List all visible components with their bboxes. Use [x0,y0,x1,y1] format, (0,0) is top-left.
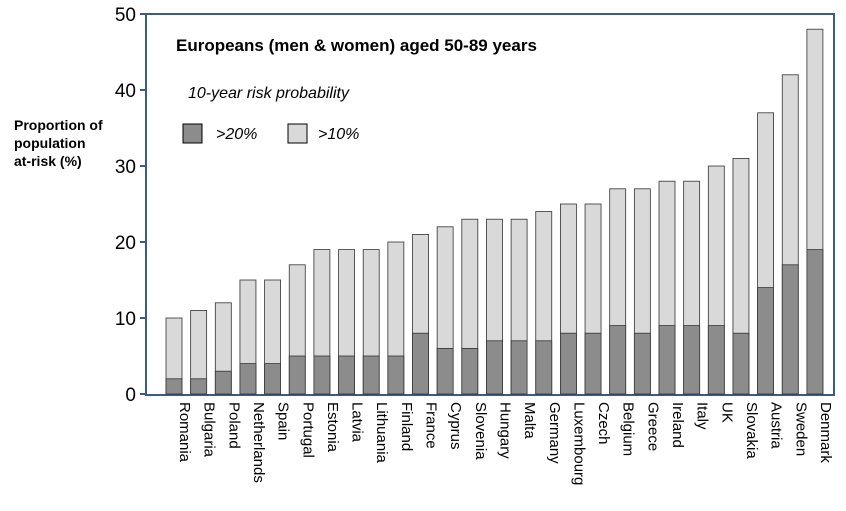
bar-over-20-luxembourg [560,332,577,395]
x-tick-label-germany: Germany [546,402,563,464]
bar-over-20-latvia [338,355,355,395]
y-axis-label-line-2: population [14,135,86,151]
x-tick-label-czech: Czech [595,402,612,445]
y-tick-label-20: 20 [115,233,136,254]
chart-subtitle: 10-year risk probability [188,85,350,102]
y-axis-label: Proportion of population at-risk (%) [14,116,103,170]
bar-over-20-estonia [313,355,331,395]
bar-over-20-belgium [609,325,627,395]
legend-swatch-over-10 [287,123,308,144]
x-tick-label-greece: Greece [644,402,661,451]
bar-over-20-czech [584,332,602,395]
x-tick-label-ireland: Ireland [669,402,686,448]
x-tick-label-finland: Finland [398,402,415,451]
y-tick-label-0: 0 [125,385,136,406]
y-axis-label-line-1: Proportion of [14,117,103,133]
bar-over-20-austria [757,287,774,395]
bar-over-20-germany [535,340,553,395]
bar-over-20-netherlands [239,363,257,395]
bar-over-20-spain [264,363,282,395]
bar-over-20-denmark [806,249,824,395]
x-tick-label-sweden: Sweden [792,402,809,456]
x-tick-label-denmark: Denmark [817,402,834,463]
bar-over-20-malta [510,340,528,395]
bar-over-20-sweden [781,264,799,395]
y-tick-label-10: 10 [115,309,136,330]
x-tick-label-belgium: Belgium [620,402,637,456]
x-tick-label-malta: Malta [521,402,538,439]
x-tick-label-france: France [423,402,440,449]
x-tick-label-slovenia: Slovenia [472,402,489,460]
x-tick-label-hungary: Hungary [496,402,513,459]
x-tick-label-bulgaria: Bulgaria [201,402,218,458]
x-tick-label-luxembourg: Luxembourg [570,402,587,485]
x-tick-label-italy: Italy [694,402,711,430]
bar-over-20-portugal [288,355,306,395]
bar-over-20-ireland [658,325,676,395]
x-tick-label-netherlands: Netherlands [250,402,267,483]
legend: >20% >10% [182,123,359,144]
bar-over-20-cyprus [436,347,454,395]
x-tick-label-slovakia: Slovakia [743,402,760,459]
y-axis-label-line-3: at-risk (%) [14,153,82,169]
bar-over-20-finland [387,355,405,395]
x-tick-label-romania: Romania [176,402,193,463]
y-tick-label-30: 30 [115,157,136,178]
legend-swatch-over-20 [182,123,203,144]
x-tick-label-cyprus: Cyprus [447,402,464,450]
x-labels-group: Romania Bulgaria Poland Netherlands Spain Por… [176,402,834,485]
bar-over-20-slovenia [461,347,479,395]
bar-over-20-slovakia [732,332,750,395]
x-tick-label-uk: UK [718,402,735,423]
bar-over-20-italy [683,325,701,395]
bars-group [165,28,824,395]
bar-over-20-uk [707,325,725,395]
y-tick-label-40: 40 [115,81,136,102]
x-tick-label-lithuania: Lithuania [373,402,390,464]
chart-title: Europeans (men & women) aged 50-89 years [176,36,537,55]
bar-over-20-bulgaria [190,378,208,395]
bar-over-20-france [412,332,429,395]
legend-label-over-20: >20% [216,126,257,143]
bar-over-20-lithuania [362,355,380,395]
bar-over-20-greece [633,332,651,395]
y-tick-label-50: 50 [115,5,136,26]
x-tick-label-latvia: Latvia [349,402,366,443]
y-ticks-group: 0 10 20 30 40 50 [115,5,146,406]
x-tick-label-poland: Poland [225,402,242,449]
bar-over-20-poland [214,370,232,395]
x-tick-label-austria: Austria [768,402,785,449]
bar-over-20-romania [165,378,183,395]
x-tick-label-spain: Spain [275,402,292,440]
x-tick-label-portugal: Portugal [299,402,316,458]
x-tick-label-estonia: Estonia [324,402,341,453]
legend-label-over-10: >10% [318,126,359,143]
bar-over-20-hungary [486,340,503,395]
